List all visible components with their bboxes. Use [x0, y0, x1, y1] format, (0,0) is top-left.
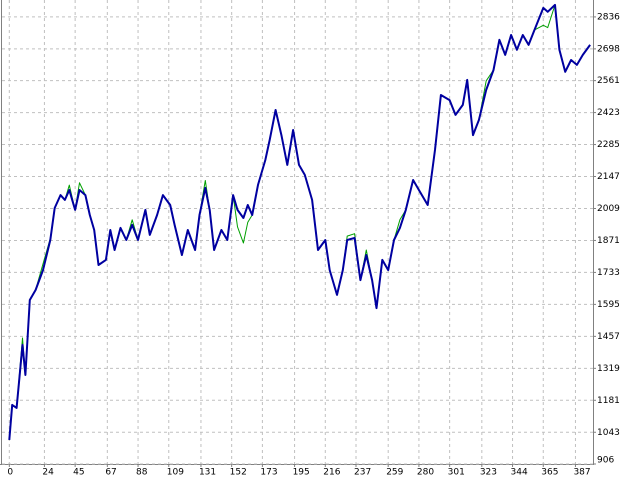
- y-tick-label: 1871: [597, 236, 620, 246]
- y-tick-label: 2836: [597, 12, 620, 22]
- x-tick-label: 45: [73, 468, 84, 478]
- y-tick-label: 1595: [597, 300, 620, 310]
- y-tick-label: 2285: [597, 140, 620, 150]
- y-tick-label: 1181: [597, 396, 620, 406]
- x-tick-label: 216: [323, 468, 340, 478]
- x-tick-label: 344: [511, 468, 528, 478]
- x-tick-label: 365: [541, 468, 558, 478]
- y-tick-label: 2423: [597, 108, 620, 118]
- x-tick-label: 0: [7, 468, 13, 478]
- series-line: [8, 3, 591, 440]
- y-tick-label: 1319: [597, 364, 620, 374]
- x-tick-label: 173: [260, 468, 277, 478]
- y-tick-label: 2009: [597, 204, 620, 214]
- x-tick-label: 237: [354, 468, 371, 478]
- x-tick-label: 152: [230, 468, 247, 478]
- x-tick-label: 195: [293, 468, 310, 478]
- x-tick-label: 259: [386, 468, 403, 478]
- x-tick-label: 88: [136, 468, 148, 478]
- y-tick-label: 906: [597, 456, 614, 466]
- x-tick-label: 24: [42, 468, 54, 478]
- y-tick-label: 1733: [597, 268, 620, 278]
- x-tick-label: 67: [105, 468, 116, 478]
- x-tick-label: 131: [199, 468, 216, 478]
- x-tick-label: 387: [573, 468, 590, 478]
- y-tick-label: 2561: [597, 76, 620, 86]
- x-tick-label: 323: [480, 468, 497, 478]
- y-tick-label: 2147: [597, 172, 620, 182]
- x-tick-label: 280: [417, 468, 434, 478]
- x-tick-label: 109: [167, 468, 184, 478]
- y-tick-label: 2698: [597, 44, 620, 54]
- x-tick-label: 301: [448, 468, 465, 478]
- y-tick-label: 1043: [597, 428, 620, 438]
- y-tick-label: 1457: [597, 332, 620, 342]
